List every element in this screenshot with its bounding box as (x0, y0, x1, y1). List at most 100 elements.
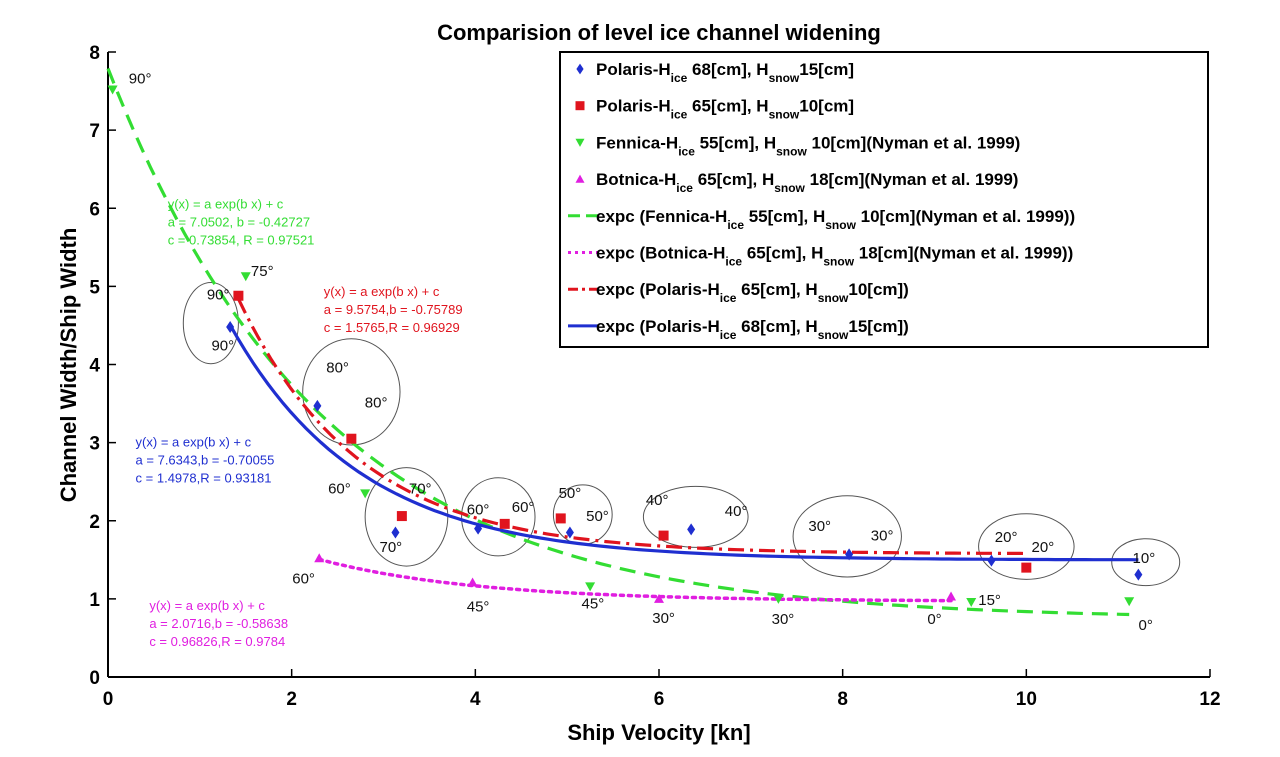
fit-curve-fit_botnica (317, 557, 953, 603)
angle-annotation: 0° (927, 611, 941, 628)
ellipses-layer (182, 281, 1181, 587)
angle-annotation: 10° (1133, 550, 1156, 567)
fit-equation-fit_polaris68: y(x) = a exp(b x) + c (136, 435, 252, 450)
fit-equation-fit_polaris65: y(x) = a exp(b x) + c (324, 284, 440, 299)
group-ellipse (978, 513, 1075, 580)
fit-equation-fit_botnica: y(x) = a exp(b x) + c (149, 598, 265, 613)
y-tick-label: 0 (89, 668, 100, 689)
angle-annotation: 45° (467, 598, 490, 615)
data-point-polaris68 (845, 548, 854, 561)
angle-annotations-layer: 90° 75° 90° 90° 80° 80° 70° 60° 70° 60° 60° 50°50° 4… (129, 70, 1155, 634)
fit-equation-fit_fennica: c = 0.73854, R = 0.97521 (168, 232, 315, 247)
x-axis-label: Ship Velocity [kn] (567, 720, 750, 745)
angle-annotation: 20° (1032, 539, 1055, 556)
legend-entry-fit_polaris65: expc (Polaris-Hice 65[cm], Hsnow10[cm]) (596, 280, 909, 305)
data-point-botnica (467, 577, 478, 587)
fit-equations-layer: y(x) = a exp(b x) + c a = 7.0502, b = -0.… (136, 196, 463, 649)
angle-annotation: 90° (129, 70, 152, 87)
group-ellipse (1111, 538, 1181, 587)
y-tick-label: 5 (89, 277, 100, 298)
data-point-fennica (966, 598, 977, 607)
group-ellipse (461, 477, 536, 557)
data-point-polaris65 (1021, 562, 1032, 573)
angle-annotation: 50° (586, 508, 609, 525)
legend-entry-fit_polaris68: expc (Polaris-Hice 68[cm], Hsnow15[cm]) (596, 317, 909, 342)
group-ellipse (792, 495, 902, 578)
legend-entry-botnica: Botnica-Hice 65[cm], Hsnow 18[cm](Nyman … (596, 170, 1018, 195)
legend-entry-polaris68: Polaris-Hice 68[cm], Hsnow15[cm] (596, 60, 854, 85)
data-point-polaris68 (987, 554, 996, 567)
legend-marker-botnica (575, 174, 585, 183)
data-point-polaris68 (1134, 568, 1143, 581)
angle-annotation: 15° (978, 592, 1001, 609)
y-tick-label: 2 (89, 512, 100, 533)
x-tick-label: 6 (654, 689, 665, 710)
legend-box (559, 51, 1209, 348)
data-point-polaris65 (346, 433, 357, 444)
angle-annotation: 90° (211, 337, 234, 354)
angle-annotation: 70° (409, 480, 432, 497)
legend-marker-fennica (575, 138, 585, 147)
x-tick-label: 0 (103, 689, 114, 710)
angle-annotation: 30° (652, 610, 675, 627)
y-tick-label: 7 (89, 121, 100, 142)
fit-curve-fit_polaris65 (236, 298, 1027, 556)
fit-curves-layer (106, 67, 1139, 617)
legend-entry-fit_botnica: expc (Botnica-Hice 65[cm], Hsnow 18[cm](… (596, 244, 1073, 269)
data-point-fennica (1124, 597, 1135, 607)
fit-equation-fit_polaris68: a = 7.6343,b = -0.70055 (136, 453, 275, 468)
data-point-polaris65 (555, 513, 566, 524)
data-point-botnica (654, 593, 664, 603)
legend-entry-fit_fennica: expc (Fennica-Hice 55[cm], Hsnow 10[cm](… (596, 207, 1075, 232)
data-point-polaris68 (687, 523, 696, 536)
fit-equation-fit_fennica: y(x) = a exp(b x) + c (168, 196, 284, 211)
angle-annotation: 60° (512, 499, 535, 516)
x-tick-label: 12 (1199, 689, 1220, 710)
angle-annotation: 90° (207, 287, 230, 304)
angle-annotation: 60° (292, 570, 315, 587)
group-ellipse (302, 338, 401, 446)
data-point-fennica (240, 272, 251, 282)
data-point-polaris65 (499, 518, 510, 529)
group-ellipse (642, 485, 749, 548)
data-point-botnica (314, 553, 325, 563)
angle-annotation: 70° (380, 539, 403, 556)
fit-equation-fit_polaris65: a = 9.5754,b = -0.75789 (324, 302, 463, 317)
angle-annotation: 80° (365, 394, 388, 411)
angle-annotation: 20° (995, 529, 1018, 546)
legend-marker-polaris68 (576, 63, 584, 75)
x-tick-label: 2 (286, 689, 297, 710)
chart-title: Comparision of level ice channel widenin… (437, 20, 881, 45)
angle-annotation: 80° (326, 359, 349, 376)
angle-annotation: 30° (808, 518, 831, 535)
angle-annotation: 75° (251, 263, 274, 280)
y-axis-label: Channel Width/Ship Width (56, 228, 81, 503)
legend-marker-polaris65 (575, 101, 585, 111)
fit-equation-fit_botnica: a = 2.0716,b = -0.58638 (149, 616, 288, 631)
data-point-polaris65 (233, 290, 244, 301)
fit-equation-fit_polaris65: c = 1.5765,R = 0.96929 (324, 320, 460, 335)
angle-annotation: 0° (1139, 617, 1153, 634)
fit-equation-fit_polaris68: c = 1.4978,R = 0.93181 (136, 471, 272, 486)
angle-annotation: 60° (328, 480, 351, 497)
x-tick-label: 8 (837, 689, 848, 710)
angle-annotation: 30° (772, 611, 795, 628)
y-tick-label: 8 (89, 43, 100, 64)
data-point-polaris65 (396, 511, 407, 522)
angle-annotation: 45° (582, 595, 605, 612)
y-tick-label: 6 (89, 199, 100, 220)
fit-equation-fit_fennica: a = 7.0502, b = -0.42727 (168, 214, 310, 229)
data-point-polaris68 (565, 526, 574, 539)
data-point-fennica (585, 582, 596, 592)
x-tick-label: 10 (1016, 689, 1037, 710)
data-point-polaris65 (658, 530, 669, 541)
legend: Polaris-Hice 68[cm], Hsnow15[cm] Polaris-… (559, 51, 1209, 348)
data-point-polaris68 (313, 399, 322, 412)
data-point-fennica (360, 489, 371, 499)
data-points-layer (107, 85, 1143, 607)
angle-annotation: 40° (725, 503, 748, 520)
angle-annotation: 50° (559, 485, 582, 502)
data-point-fennica (107, 85, 118, 95)
y-tick-label: 3 (89, 434, 100, 455)
fit-equation-fit_botnica: c = 0.96826,R = 0.9784 (149, 634, 285, 649)
